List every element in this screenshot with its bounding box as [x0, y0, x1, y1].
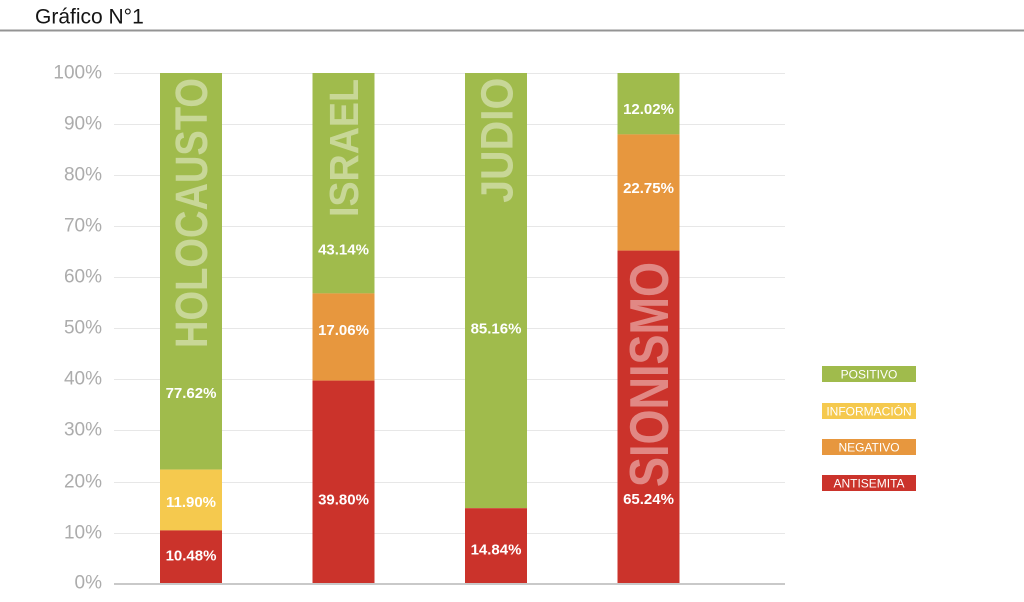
svg-text:65.24%: 65.24%: [623, 491, 674, 508]
svg-text:30%: 30%: [64, 420, 102, 441]
svg-text:POSITIVO: POSITIVO: [841, 367, 898, 381]
svg-text:10.48%: 10.48%: [166, 547, 217, 564]
svg-text:10%: 10%: [64, 523, 102, 544]
svg-text:12.02%: 12.02%: [623, 101, 674, 118]
svg-text:0%: 0%: [75, 573, 103, 594]
svg-text:80%: 80%: [64, 165, 102, 186]
svg-text:Gráfico N°1: Gráfico N°1: [35, 6, 144, 29]
svg-text:SIONISMO: SIONISMO: [618, 262, 680, 487]
svg-text:100%: 100%: [53, 63, 102, 84]
svg-text:14.84%: 14.84%: [471, 542, 522, 559]
svg-text:HOLOCAUSTO: HOLOCAUSTO: [166, 78, 217, 348]
svg-text:70%: 70%: [64, 216, 102, 237]
svg-text:JUDIO: JUDIO: [471, 78, 522, 203]
svg-text:22.75%: 22.75%: [623, 180, 674, 197]
svg-text:INFORMACIÓN: INFORMACIÓN: [826, 403, 911, 418]
svg-text:11.90%: 11.90%: [166, 494, 216, 511]
svg-text:43.14%: 43.14%: [318, 241, 369, 258]
svg-text:40%: 40%: [64, 369, 102, 390]
svg-text:85.16%: 85.16%: [471, 321, 522, 338]
svg-text:39.80%: 39.80%: [318, 491, 369, 508]
svg-text:17.06%: 17.06%: [318, 322, 369, 339]
svg-text:77.62%: 77.62%: [166, 385, 217, 402]
svg-text:60%: 60%: [64, 267, 102, 288]
svg-text:90%: 90%: [64, 114, 102, 135]
svg-text:20%: 20%: [64, 472, 102, 493]
svg-text:50%: 50%: [64, 318, 102, 339]
svg-text:NEGATIVO: NEGATIVO: [838, 440, 899, 454]
svg-text:ISRAEL: ISRAEL: [321, 79, 367, 217]
svg-text:ANTISEMITA: ANTISEMITA: [833, 476, 904, 490]
